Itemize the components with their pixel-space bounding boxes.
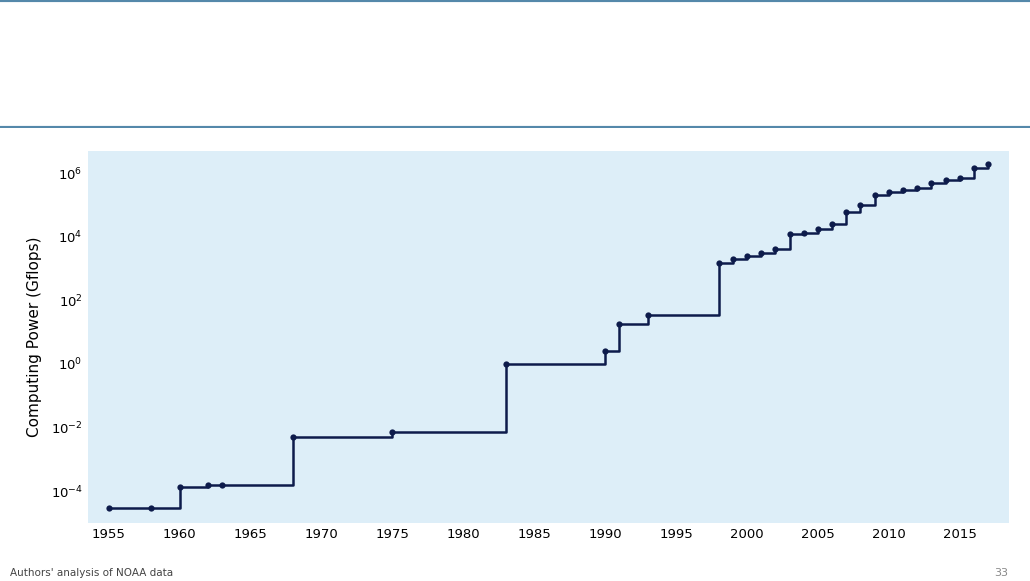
Text: 1 trillion-fold increase in computing power!: 1 trillion-fold increase in computing po… [253, 88, 777, 111]
Text: Authors' analysis of NOAA data: Authors' analysis of NOAA data [10, 568, 173, 578]
Y-axis label: Computing Power (Gflops): Computing Power (Gflops) [27, 236, 42, 437]
Text: Weather Prediction: Weather Prediction [334, 28, 696, 61]
Text: 33: 33 [994, 568, 1008, 578]
